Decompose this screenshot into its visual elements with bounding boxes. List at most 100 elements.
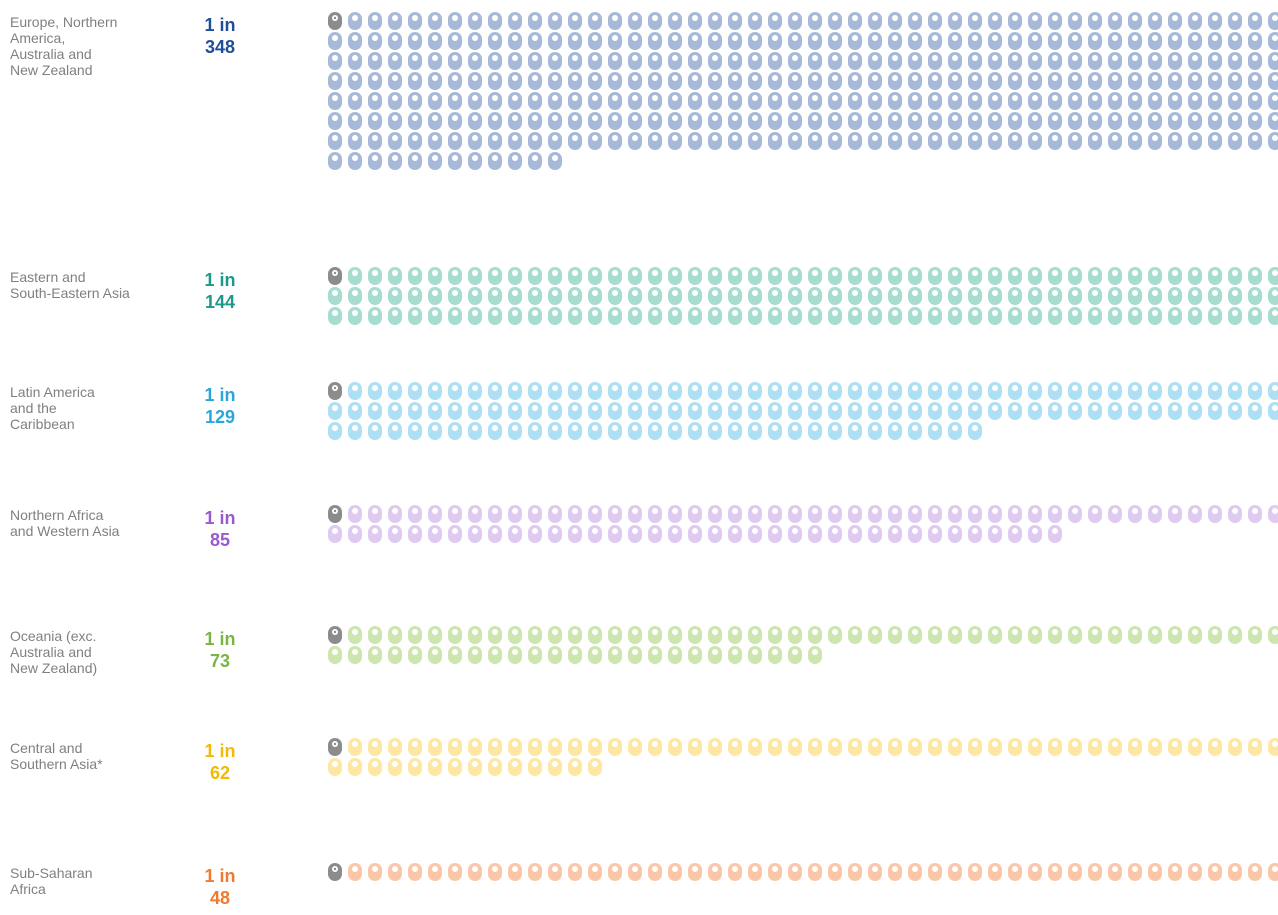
person-icon bbox=[568, 382, 582, 400]
person-icon bbox=[988, 738, 1002, 756]
icon-head bbox=[812, 528, 818, 534]
person-icon bbox=[1208, 382, 1222, 400]
person-icon bbox=[828, 863, 842, 881]
person-icon bbox=[668, 52, 682, 70]
person-icon bbox=[648, 626, 662, 644]
person-icon bbox=[608, 287, 622, 305]
icon-head bbox=[432, 135, 438, 141]
icon-head bbox=[652, 55, 658, 61]
person-icon bbox=[728, 287, 742, 305]
person-icon bbox=[1248, 12, 1262, 30]
person-icon bbox=[728, 422, 742, 440]
person-icon bbox=[1088, 12, 1102, 30]
person-icon bbox=[1188, 12, 1202, 30]
person-icon bbox=[788, 132, 802, 150]
icon-head bbox=[952, 15, 958, 21]
person-icon bbox=[708, 626, 722, 644]
icon-head bbox=[432, 15, 438, 21]
icon-head bbox=[672, 866, 678, 872]
icon-head bbox=[672, 508, 678, 514]
icon-head bbox=[592, 35, 598, 41]
person-icon bbox=[368, 402, 382, 420]
icon-head bbox=[1072, 629, 1078, 635]
icon-head bbox=[552, 405, 558, 411]
person-icon bbox=[1188, 52, 1202, 70]
icon-head bbox=[1252, 385, 1258, 391]
icon-head bbox=[572, 95, 578, 101]
icon-head bbox=[712, 528, 718, 534]
person-icon bbox=[1248, 287, 1262, 305]
person-icon bbox=[1208, 307, 1222, 325]
person-icon bbox=[628, 738, 642, 756]
person-icon bbox=[448, 52, 462, 70]
icon-body bbox=[1268, 32, 1278, 50]
icon-head bbox=[1072, 55, 1078, 61]
icon-head bbox=[1132, 290, 1138, 296]
icon-head bbox=[992, 15, 998, 21]
icon-head bbox=[1072, 508, 1078, 514]
icon-head bbox=[852, 75, 858, 81]
icon-head bbox=[332, 405, 338, 411]
person-icon bbox=[348, 112, 362, 130]
person-icon bbox=[408, 287, 422, 305]
icon-group bbox=[328, 863, 1278, 881]
person-icon bbox=[428, 382, 442, 400]
icon-group bbox=[328, 267, 1278, 325]
icon-head bbox=[572, 290, 578, 296]
icon-head bbox=[1132, 35, 1138, 41]
person-icon bbox=[788, 307, 802, 325]
icon-head bbox=[592, 270, 598, 276]
person-icon bbox=[888, 382, 902, 400]
icon-head bbox=[972, 385, 978, 391]
icon-head bbox=[632, 385, 638, 391]
icon-head bbox=[932, 135, 938, 141]
icon-head bbox=[1232, 405, 1238, 411]
icon-head bbox=[1052, 290, 1058, 296]
person-icon bbox=[1028, 12, 1042, 30]
person-icon bbox=[628, 382, 642, 400]
person-icon bbox=[928, 307, 942, 325]
person-icon bbox=[468, 738, 482, 756]
person-icon bbox=[428, 422, 442, 440]
icon-head bbox=[552, 866, 558, 872]
icon-head bbox=[612, 741, 618, 747]
icon-head bbox=[1052, 55, 1058, 61]
person-icon bbox=[828, 32, 842, 50]
person-icon bbox=[1228, 738, 1242, 756]
person-icon bbox=[948, 132, 962, 150]
person-icon bbox=[1208, 505, 1222, 523]
icon-head bbox=[392, 270, 398, 276]
person-icon bbox=[648, 646, 662, 664]
icon-head bbox=[792, 75, 798, 81]
icon-group bbox=[328, 505, 1278, 543]
person-icon bbox=[1008, 402, 1022, 420]
person-icon bbox=[1008, 626, 1022, 644]
icon-head bbox=[652, 508, 658, 514]
icon-head bbox=[392, 35, 398, 41]
person-icon bbox=[1228, 92, 1242, 110]
icon-head bbox=[392, 508, 398, 514]
icon-head bbox=[1252, 629, 1258, 635]
icon-head bbox=[512, 629, 518, 635]
icon-head bbox=[432, 866, 438, 872]
person-icon bbox=[488, 92, 502, 110]
icon-head bbox=[1232, 290, 1238, 296]
icon-head bbox=[912, 741, 918, 747]
icon-head bbox=[332, 761, 338, 767]
person-icon bbox=[388, 307, 402, 325]
person-icon bbox=[1168, 112, 1182, 130]
icon-head bbox=[672, 95, 678, 101]
icon-head bbox=[752, 310, 758, 316]
person-icon bbox=[488, 525, 502, 543]
icon-head bbox=[1072, 75, 1078, 81]
person-icon bbox=[848, 32, 862, 50]
person-icon bbox=[1128, 402, 1142, 420]
icon-head bbox=[572, 15, 578, 21]
person-icon bbox=[768, 646, 782, 664]
icon-head bbox=[452, 385, 458, 391]
person-icon bbox=[848, 287, 862, 305]
person-icon bbox=[488, 505, 502, 523]
icon-head bbox=[1212, 115, 1218, 121]
icon-head bbox=[552, 508, 558, 514]
person-icon bbox=[888, 92, 902, 110]
